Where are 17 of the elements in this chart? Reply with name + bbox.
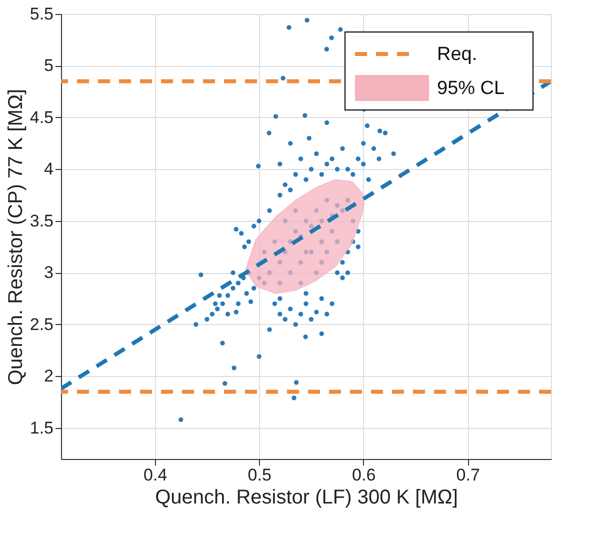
y-tick-label: 4.5 — [30, 108, 54, 127]
x-tick-label: 0.4 — [144, 466, 168, 484]
x-tick-label: 0.5 — [248, 466, 272, 484]
y-tick-label: 2 — [44, 366, 54, 386]
x-tick-label: 0.6 — [352, 466, 376, 484]
legend-label: 95% CL — [437, 78, 505, 99]
y-axis-title: Quench. Resistor (CP) 77 K [MΩ] — [4, 88, 27, 386]
x-axis-title: Quench. Resistor (LF) 300 K [MΩ] — [155, 486, 458, 508]
y-tick-label: 2.5 — [30, 314, 54, 334]
y-tick-label: 3.5 — [30, 211, 54, 230]
y-tick-label: 5 — [44, 56, 54, 76]
legend-label: Req. — [437, 44, 478, 65]
y-tick-label: 5.5 — [30, 4, 54, 24]
y-tick-label: 3 — [44, 263, 54, 282]
x-tick-label: 0.7 — [456, 466, 480, 484]
y-tick-label: 4 — [44, 160, 54, 179]
y-tick-label: 1.5 — [30, 418, 54, 438]
